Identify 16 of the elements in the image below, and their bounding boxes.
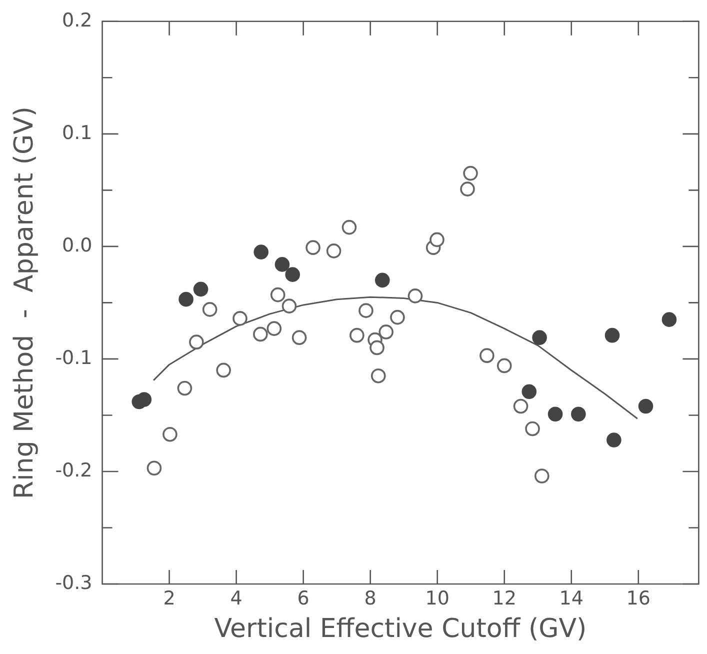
x-tick-label: 12 [492,587,516,610]
y-tick-label: 0.0 [62,234,92,256]
y-axis-title: Ring Method - Apparent (GV) [9,106,40,499]
x-tick-label: 16 [626,587,650,610]
y-tick-label: 0.1 [62,122,92,144]
x-tick-label: 10 [425,587,450,610]
y-tick-label: -0.2 [55,459,92,482]
x-tick-label: 8 [364,587,376,610]
x-tick-label: 4 [230,587,242,610]
x-tick-label: 2 [163,587,176,610]
y-tick-label: -0.3 [55,572,92,594]
y-tick-label: 0.2 [62,9,92,32]
x-tick-label: 6 [297,587,310,610]
x-tick-label: 14 [559,587,584,610]
y-tick-label: -0.1 [55,346,92,369]
x-axis-title: Vertical Effective Cutoff (GV) [214,614,587,644]
